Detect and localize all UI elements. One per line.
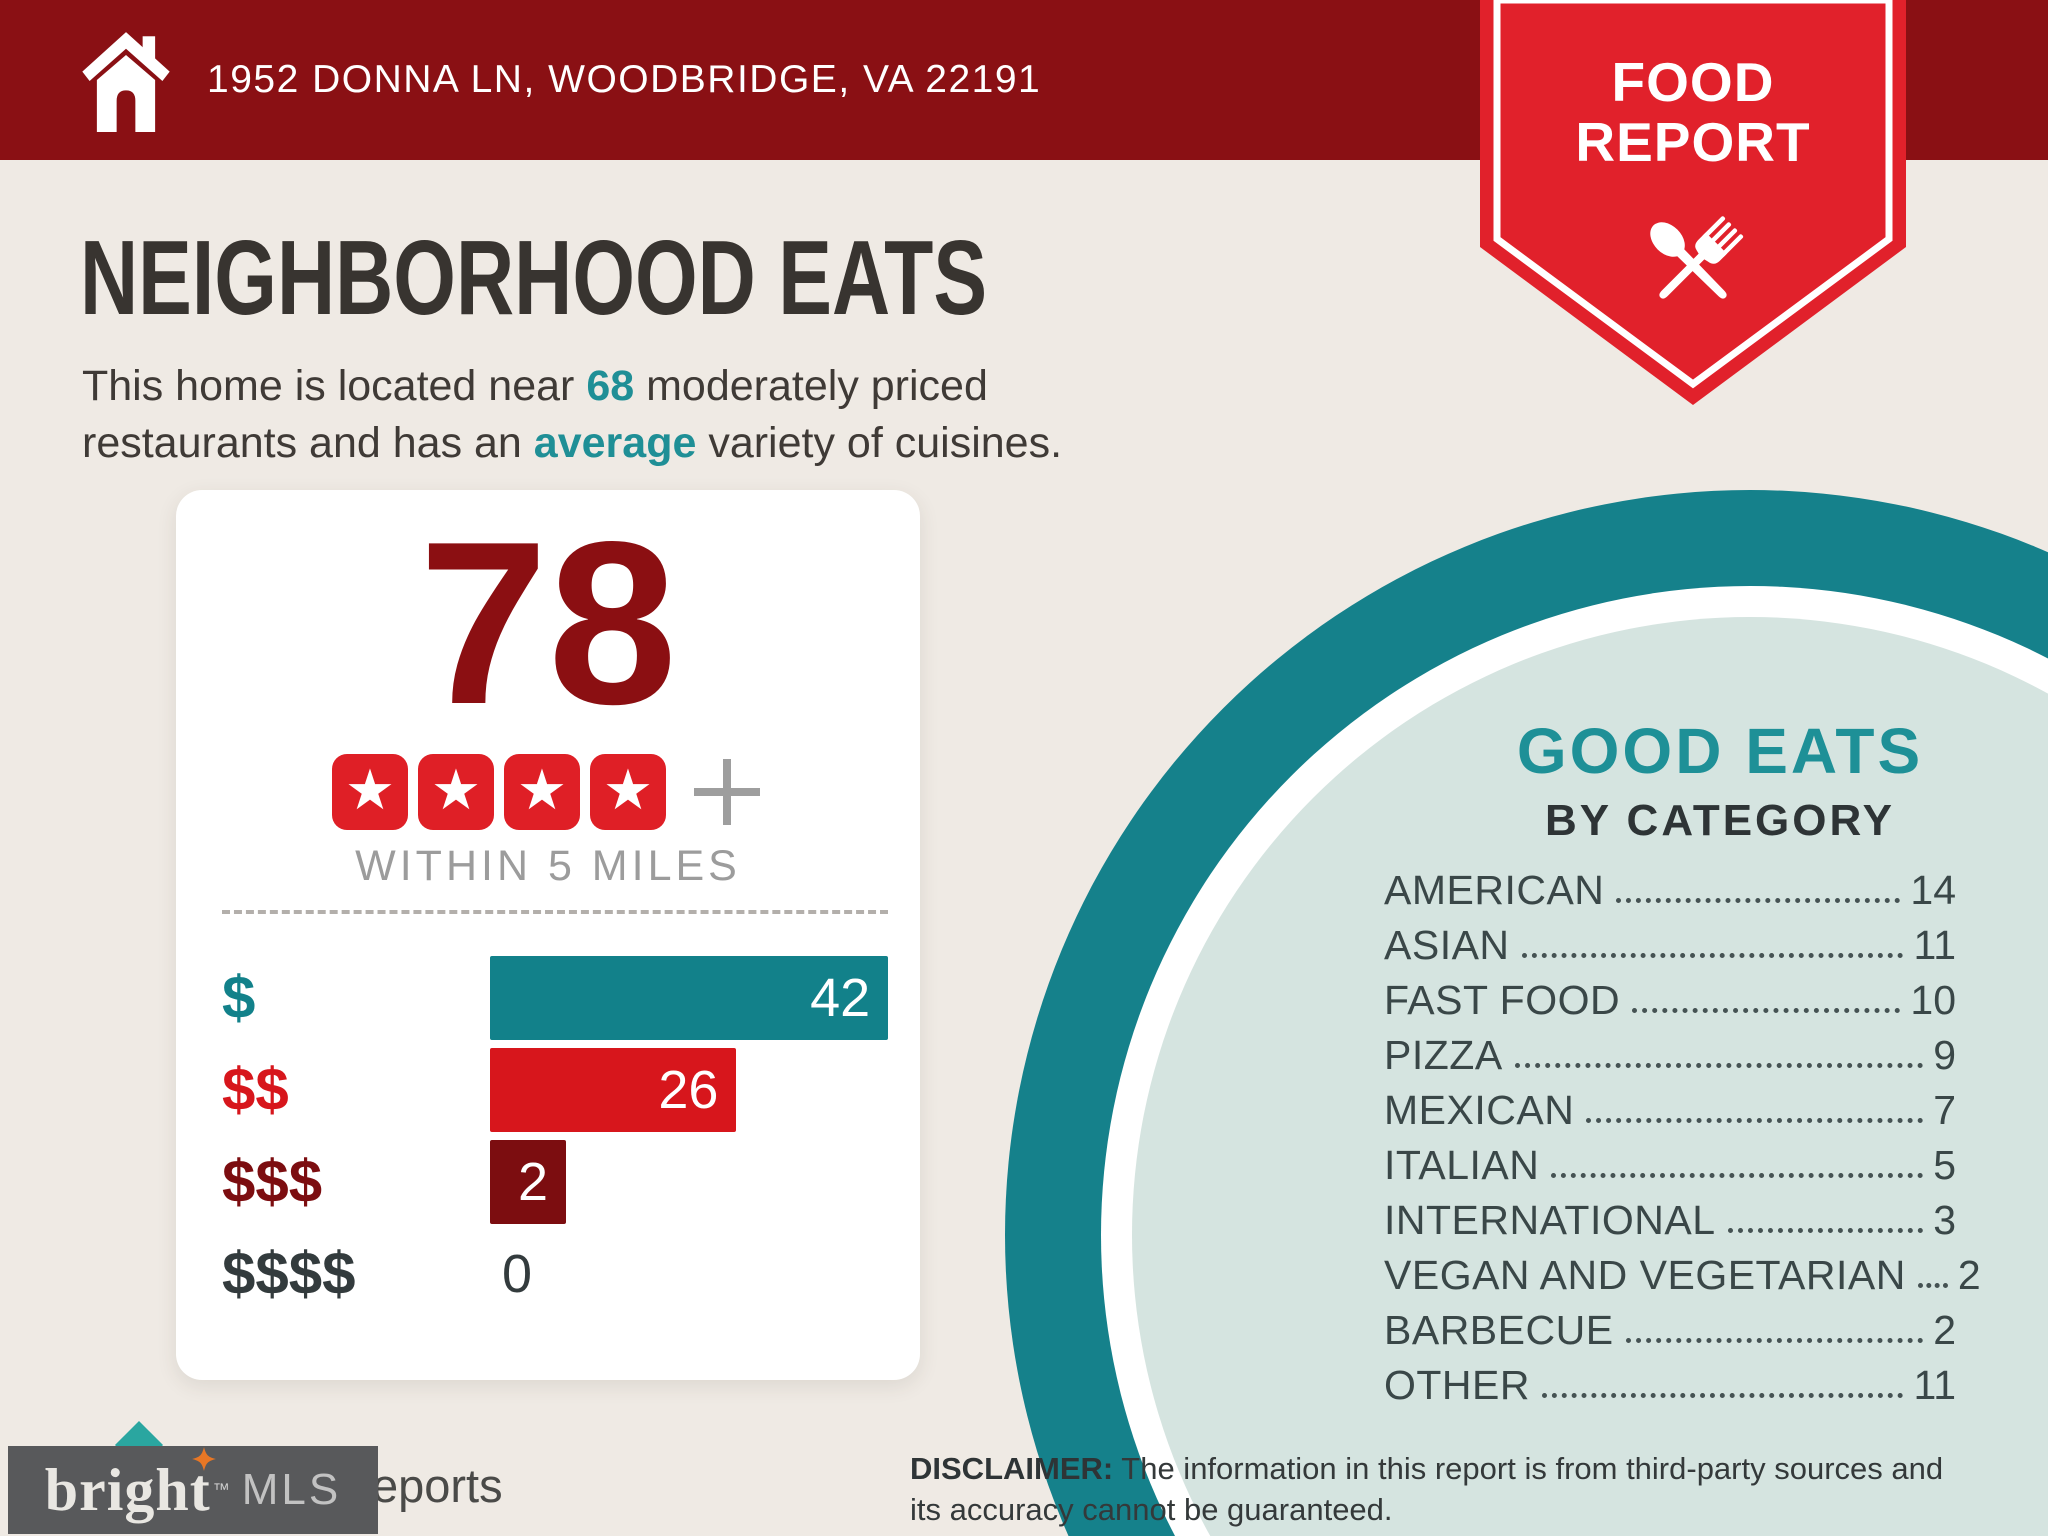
category-row: VEGAN AND VEGETARIAN 2	[1384, 1243, 1981, 1298]
subtitle-part1: This home is located near	[82, 362, 587, 410]
home-icon	[82, 32, 170, 132]
restaurant-count: 68	[586, 362, 635, 410]
category-count: 2	[1957, 1252, 1981, 1298]
dotted-leader	[1551, 1173, 1924, 1178]
category-count: 11	[1913, 1362, 1956, 1408]
price-bar-row: $ 42 42	[176, 956, 920, 1040]
star-icon: ★	[504, 754, 580, 830]
category-label: ITALIAN	[1384, 1142, 1540, 1188]
sparkle-icon	[191, 1446, 216, 1471]
category-count: 3	[1933, 1197, 1956, 1243]
good-eats-title: GOOD EATS	[1516, 715, 1924, 787]
star-rating: ★ ★ ★ ★	[176, 752, 920, 832]
star-icon: ★	[590, 754, 666, 830]
good-eats-subtitle: BY CATEGORY	[1544, 796, 1895, 845]
bar-value-zero: 0	[502, 1244, 533, 1304]
price-level-label: $$$	[222, 1148, 323, 1215]
price-bar: 2	[490, 1140, 566, 1224]
category-label: VEGAN AND VEGETARIAN	[1384, 1252, 1906, 1298]
variety-highlight: average	[533, 419, 697, 467]
category-row: ITALIAN 5	[1384, 1133, 1956, 1188]
category-label: OTHER	[1384, 1362, 1530, 1408]
plus-icon	[694, 759, 760, 825]
category-count: 5	[1933, 1142, 1956, 1188]
page-subtitle: This home is located near 68 moderately …	[82, 358, 1092, 472]
price-level-label: $$	[222, 1056, 289, 1123]
category-count: 11	[1913, 922, 1956, 968]
trademark-symbol: ™	[212, 1480, 230, 1499]
bar-value: 26	[658, 1060, 719, 1120]
price-bar-row: $$ 26 26	[176, 1048, 920, 1132]
disclaimer-label: DISCLAIMER:	[910, 1451, 1114, 1486]
price-bar: 42	[490, 956, 889, 1040]
dotted-leader	[1727, 1228, 1924, 1233]
category-count: 10	[1910, 977, 1956, 1023]
dotted-leader	[1514, 1063, 1924, 1068]
category-row: PIZZA 9	[1384, 1023, 1956, 1078]
price-bar: 26	[490, 1048, 737, 1132]
good-eats-category-list: AMERICAN 14 ASIAN 11 FAST FOOD 10 PIZZA 9 ME…	[1384, 858, 1981, 1408]
category-label: INTERNATIONAL	[1384, 1197, 1716, 1243]
category-row: ASIAN 11	[1384, 913, 1956, 968]
disclaimer-text: DISCLAIMER: The information in this repo…	[910, 1448, 1968, 1530]
subtitle-part3: variety of cuisines.	[696, 419, 1063, 467]
category-row: FAST FOOD 10	[1384, 968, 1956, 1023]
ribbon-shape	[1480, 0, 1906, 405]
price-level-label: $$$$	[222, 1240, 356, 1307]
dashed-divider	[222, 910, 888, 914]
price-level-label: $	[222, 964, 256, 1031]
dotted-leader	[1586, 1118, 1924, 1123]
page-title: NEIGHBORHOOD EATS	[80, 219, 988, 337]
price-bar-row: $$$ 2 2	[176, 1140, 920, 1224]
subtitle-part2: moderately priced restaurants and has an	[82, 362, 988, 467]
mls-text: MLS	[241, 1465, 342, 1514]
ribbon-title: FOOD REPORT	[1480, 52, 1906, 172]
spoon-fork-icon	[1650, 216, 1744, 299]
bright-text: bright	[44, 1456, 211, 1523]
price-bar-row: $$$$ 0 0	[176, 1232, 920, 1316]
bright-mls-watermark: bright ™ MLS	[8, 1446, 378, 1534]
bar-value: 2	[517, 1152, 548, 1212]
category-label: FAST FOOD	[1384, 977, 1621, 1023]
dotted-leader	[1917, 1283, 1948, 1288]
bar-value: 42	[810, 968, 871, 1028]
category-label: AMERICAN	[1384, 867, 1605, 913]
score-card: 78 ★★★★ WITHIN 5 MILES $ 42 42 $$ 26 26 …	[176, 490, 920, 1380]
restaurant-score: 78	[418, 494, 678, 753]
category-count: 14	[1910, 867, 1956, 913]
category-row: BARBECUE 2	[1384, 1298, 1956, 1353]
star-icon: ★	[418, 754, 494, 830]
ribbon-line2: REPORT	[1575, 111, 1811, 173]
category-row: MEXICAN 7	[1384, 1078, 1956, 1133]
dotted-leader	[1616, 898, 1901, 903]
star-icon: ★	[332, 754, 408, 830]
radius-label: WITHIN 5 MILES	[355, 842, 741, 890]
category-count: 9	[1933, 1032, 1956, 1078]
ribbon-line1: FOOD	[1611, 51, 1775, 113]
dotted-leader	[1632, 1008, 1901, 1013]
dotted-leader	[1542, 1393, 1904, 1398]
category-label: ASIAN	[1384, 922, 1510, 968]
category-count: 2	[1933, 1307, 1956, 1353]
disclaimer-body: The information in this report is from t…	[910, 1451, 1944, 1527]
bright-wordmark: bright	[44, 1446, 216, 1525]
dotted-leader	[1521, 953, 1904, 958]
good-eats-heading: GOOD EATS BY CATEGORY	[1390, 714, 2048, 846]
category-count: 7	[1933, 1087, 1956, 1133]
category-label: BARBECUE	[1384, 1307, 1614, 1353]
dotted-leader	[1625, 1338, 1924, 1343]
category-label: MEXICAN	[1384, 1087, 1575, 1133]
category-row: AMERICAN 14	[1384, 858, 1956, 913]
food-report-ribbon: FOOD REPORT	[1480, 0, 1906, 412]
category-row: INTERNATIONAL 3	[1384, 1188, 1956, 1243]
property-address: 1952 DONNA LN, WOODBRIDGE, VA 22191	[207, 58, 1042, 101]
category-label: PIZZA	[1384, 1032, 1503, 1078]
category-row: OTHER 11	[1384, 1353, 1956, 1408]
